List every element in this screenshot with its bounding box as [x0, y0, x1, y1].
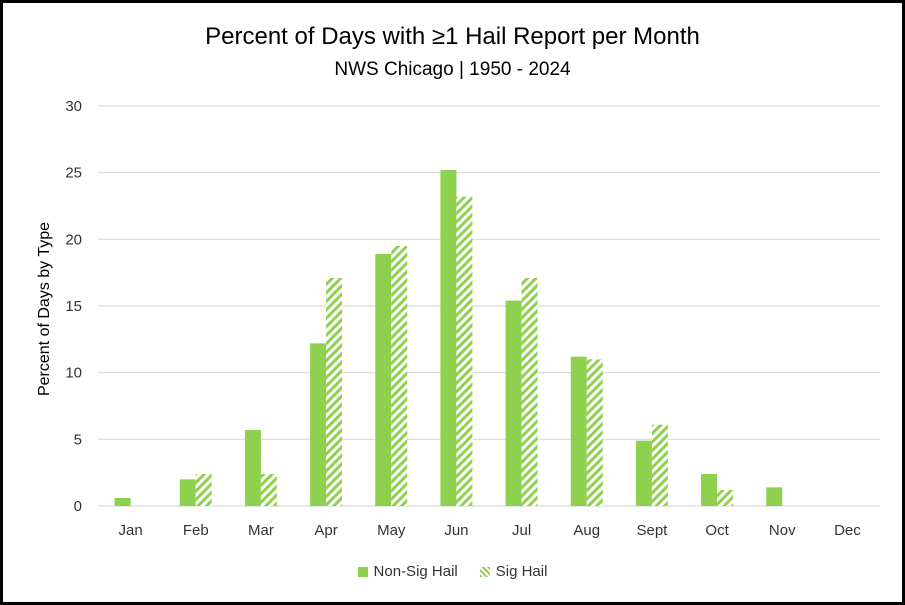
legend: Non-Sig Hail Sig Hail	[3, 563, 902, 580]
x-tick-label: Jul	[512, 522, 531, 539]
y-tick-label: 30	[65, 98, 82, 115]
chart-title: Percent of Days with ≥1 Hail Report per …	[205, 23, 700, 50]
x-tick-label: Dec	[834, 522, 861, 539]
x-tick-label: Mar	[248, 522, 274, 539]
bar-sig-may	[391, 246, 408, 506]
legend-swatch-solid	[357, 566, 368, 577]
y-tick-label: 25	[65, 165, 82, 182]
y-tick-label: 5	[74, 431, 82, 448]
y-axis-label: Percent of Days by Type	[36, 221, 53, 397]
legend-label-non-sig: Non-Sig Hail	[373, 563, 458, 580]
x-tick-label: Apr	[314, 522, 337, 539]
y-tick-label: 15	[65, 298, 82, 315]
legend-item-sig: Sig Hail	[479, 563, 548, 580]
x-tick-label: May	[377, 522, 406, 539]
bar-sig-jun	[456, 196, 473, 506]
plot-area: 0 5 10 15 20 25 30 Jan Feb Mar Apr May Jun Jul Aug Sept…	[65, 98, 880, 539]
bar-non-sig-jun	[440, 170, 457, 506]
x-tick-label: Jan	[118, 522, 142, 539]
bar-non-sig-feb	[179, 479, 196, 506]
bar-sig-apr	[326, 278, 343, 506]
bar-non-sig-jul	[505, 300, 522, 506]
legend-item-non-sig: Non-Sig Hail	[357, 563, 458, 580]
y-tick-label: 20	[65, 231, 82, 248]
y-tick-label: 0	[74, 498, 82, 515]
chart-subtitle: NWS Chicago | 1950 - 2024	[334, 59, 571, 80]
bar-non-sig-mar	[244, 430, 261, 506]
bar-non-sig-sept	[635, 440, 652, 506]
bar-non-sig-nov	[766, 487, 783, 506]
x-tick-label: Oct	[705, 522, 729, 539]
bar-sig-oct	[717, 490, 734, 506]
bar-non-sig-jan	[114, 498, 131, 506]
legend-swatch-hatched	[479, 566, 490, 577]
x-tick-label: Jun	[444, 522, 468, 539]
bar-sig-aug	[586, 359, 603, 506]
legend-label-sig: Sig Hail	[495, 563, 548, 580]
bar-non-sig-aug	[570, 356, 587, 506]
x-tick-label: Nov	[769, 522, 796, 539]
bar-non-sig-may	[375, 254, 392, 506]
x-tick-label: Feb	[183, 522, 209, 539]
bar-non-sig-oct	[701, 474, 718, 506]
bar-sig-mar	[260, 474, 277, 506]
bar-sig-jul	[521, 278, 538, 506]
x-tick-label: Aug	[573, 522, 600, 539]
bar-sig-sept	[651, 424, 668, 506]
bar-sig-feb	[195, 474, 212, 506]
y-tick-label: 10	[65, 365, 82, 382]
bar-non-sig-apr	[310, 343, 327, 506]
x-tick-label: Sept	[636, 522, 668, 539]
